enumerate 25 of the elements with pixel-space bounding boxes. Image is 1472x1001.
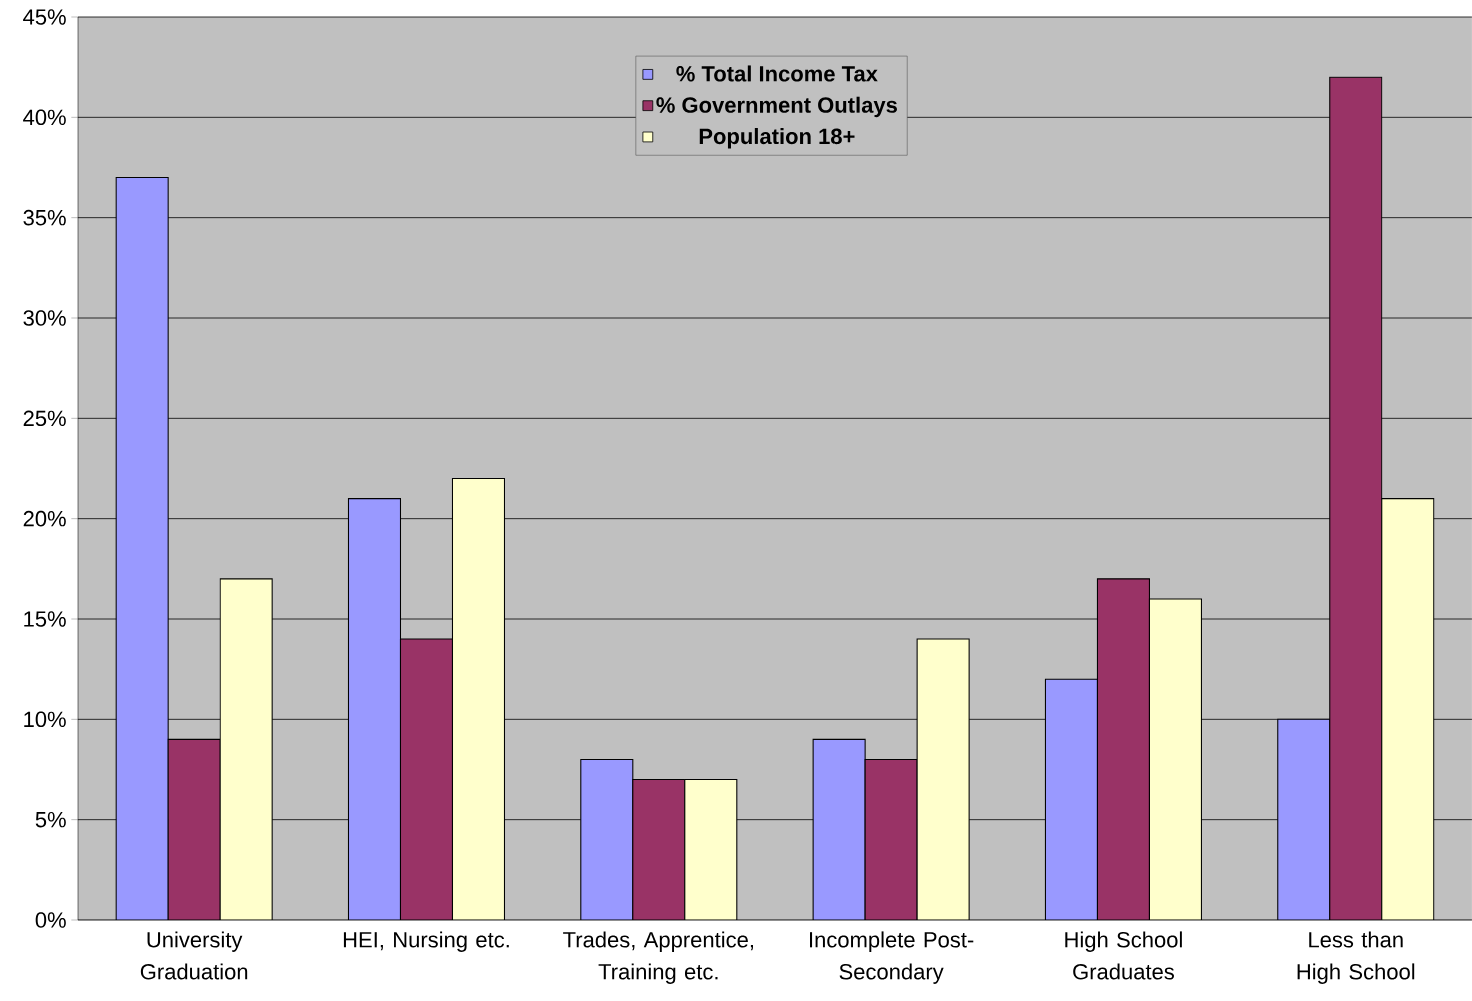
y-tick-label: 10% <box>24 711 66 728</box>
x-tick-label: High School Graduates <box>1065 931 1182 980</box>
x-tick-label: Trades, Apprentice, Training etc. <box>563 931 753 984</box>
y-tick-label: 5% <box>35 811 66 828</box>
y-tick-label: 45% <box>23 9 66 25</box>
legend-label: % Total Income Tax <box>676 65 878 82</box>
legend-label: Population 18+ <box>699 127 855 149</box>
bar <box>812 738 866 920</box>
x-tick-label: Less than High School <box>1297 931 1415 984</box>
y-tick-label: 15% <box>24 611 66 627</box>
bar <box>1277 718 1331 920</box>
y-tick-label: 35% <box>23 209 66 226</box>
bar <box>347 498 402 920</box>
y-tick-label: 0% <box>35 912 66 928</box>
bar <box>115 177 169 920</box>
x-tick-label: Incomplete Post-Secondary <box>810 931 974 984</box>
legend-label: % Government Outlays <box>656 96 897 118</box>
x-tick-label: University Graduation <box>140 931 248 980</box>
x-tick-label: HEI, Nursing etc. <box>343 931 509 952</box>
y-tick-label: 25% <box>23 410 66 427</box>
bar <box>1044 678 1098 920</box>
y-tick-label: 40% <box>23 109 66 126</box>
bar <box>580 758 634 920</box>
y-tick-label: 20% <box>23 510 66 527</box>
y-tick-label: 30% <box>23 310 66 326</box>
